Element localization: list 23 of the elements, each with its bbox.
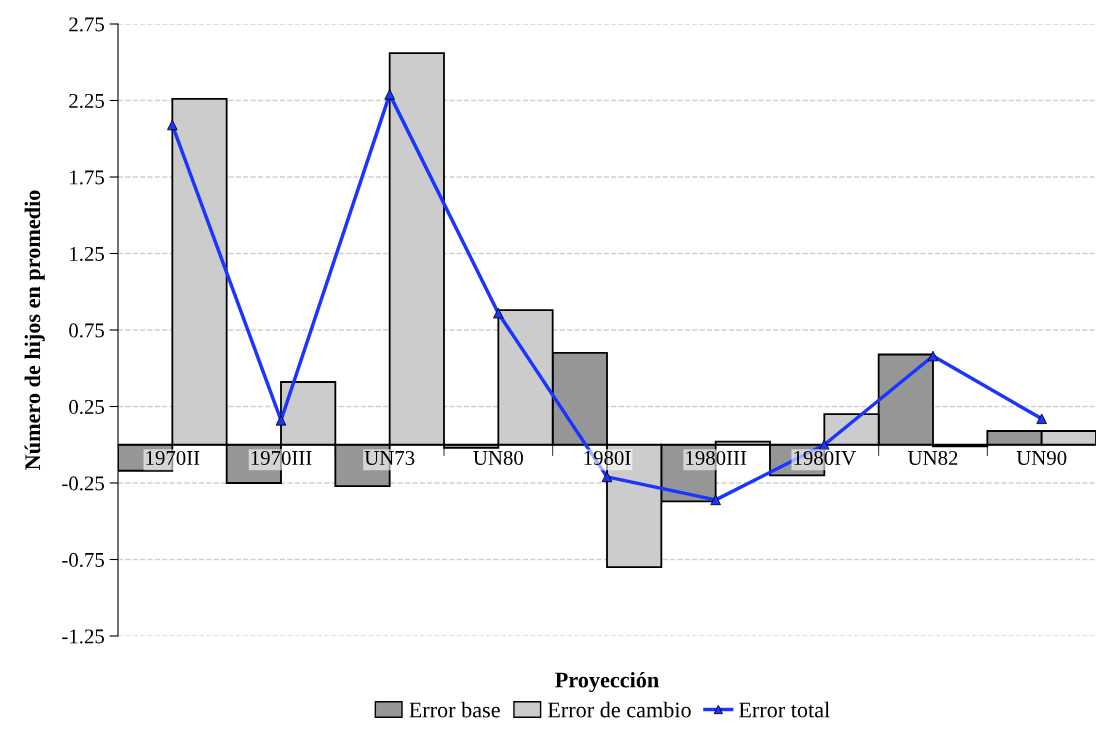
- x-tick-label: 1970II: [146, 450, 200, 465]
- x-tick-label: UN82: [907, 450, 958, 465]
- y-tick-label: -0.75: [62, 552, 104, 568]
- x-tick-label: UN80: [473, 450, 523, 465]
- y-tick-label: 2.25: [69, 93, 104, 109]
- x-tick-label: UN73: [364, 450, 415, 465]
- y-tick-label: 0.25: [69, 399, 104, 415]
- x-tick-label: 1980IV: [794, 450, 856, 466]
- legend-label: Error base: [409, 701, 500, 718]
- y-tick-label: -0.25: [62, 476, 104, 491]
- y-tick-label: 0.75: [69, 323, 104, 338]
- x-tick-label: 1980I: [584, 450, 631, 465]
- x-tick-label: UN90: [1016, 450, 1067, 465]
- x-tick-label: 1980III: [686, 450, 747, 465]
- y-axis-title: Número de hijos en promedio: [24, 190, 45, 470]
- y-tick-label: -1.25: [62, 629, 104, 644]
- legend-label: Error total: [738, 701, 830, 718]
- x-axis-title: Proyección: [555, 671, 659, 693]
- x-tick-label: 1970III: [251, 450, 312, 465]
- y-tick-label: 1.75: [70, 170, 104, 185]
- legend-label: Error de cambio: [547, 701, 691, 718]
- y-tick-label: 2.75: [69, 17, 104, 32]
- y-tick-label: 1.25: [70, 246, 104, 262]
